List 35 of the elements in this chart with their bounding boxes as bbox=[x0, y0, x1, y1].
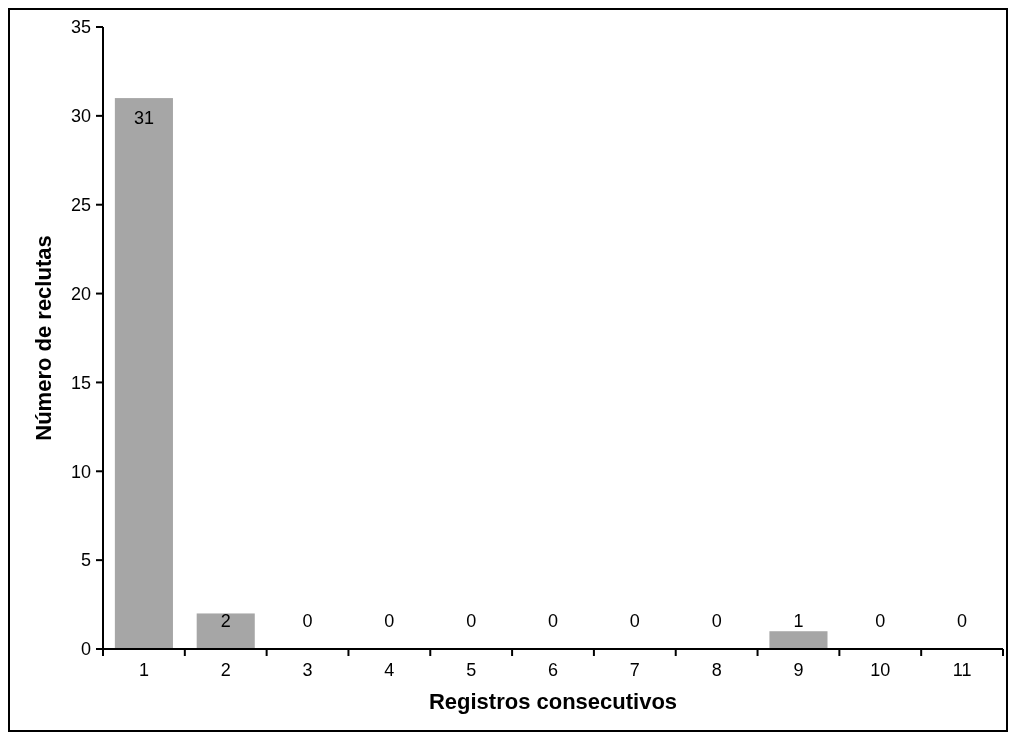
x-tick-label: 11 bbox=[952, 660, 972, 680]
data-label: 31 bbox=[133, 108, 154, 129]
x-tick-label: 8 bbox=[711, 660, 722, 680]
x-tick-label: 6 bbox=[547, 660, 559, 680]
x-tick-label: 2 bbox=[220, 660, 231, 680]
x-tick-label: 10 bbox=[870, 660, 891, 680]
data-label: 0 bbox=[711, 611, 722, 631]
x-tick-label: 5 bbox=[466, 660, 477, 680]
x-tick-label: 4 bbox=[384, 660, 395, 680]
data-label: 0 bbox=[547, 611, 559, 631]
y-tick-label: 0 bbox=[80, 639, 91, 660]
x-tick-label: 3 bbox=[302, 660, 313, 680]
y-tick-label: 10 bbox=[70, 461, 91, 482]
data-label: 0 bbox=[384, 611, 395, 631]
data-label: 1 bbox=[793, 611, 804, 631]
y-tick-label: 15 bbox=[70, 372, 91, 393]
data-label: 2 bbox=[220, 611, 231, 631]
y-tick-label: 5 bbox=[80, 550, 91, 571]
bar bbox=[769, 631, 828, 649]
x-tick-label: 7 bbox=[629, 660, 640, 680]
bar bbox=[196, 613, 255, 649]
data-label: 0 bbox=[957, 611, 968, 631]
data-label: 0 bbox=[302, 611, 313, 631]
data-label: 0 bbox=[629, 611, 640, 631]
x-tick-label: 9 bbox=[793, 660, 804, 680]
data-label: 0 bbox=[875, 611, 886, 631]
y-tick-label: 35 bbox=[70, 17, 91, 38]
x-axis-title: Registros consecutivos bbox=[428, 689, 678, 714]
data-label: 0 bbox=[466, 611, 477, 631]
y-axis-title: Número de reclutas bbox=[31, 235, 56, 441]
bar bbox=[114, 98, 173, 649]
y-tick-label: 25 bbox=[70, 195, 91, 216]
y-tick-label: 30 bbox=[70, 106, 91, 127]
x-tick-label: 1 bbox=[138, 660, 149, 680]
y-tick-label: 20 bbox=[70, 283, 91, 304]
